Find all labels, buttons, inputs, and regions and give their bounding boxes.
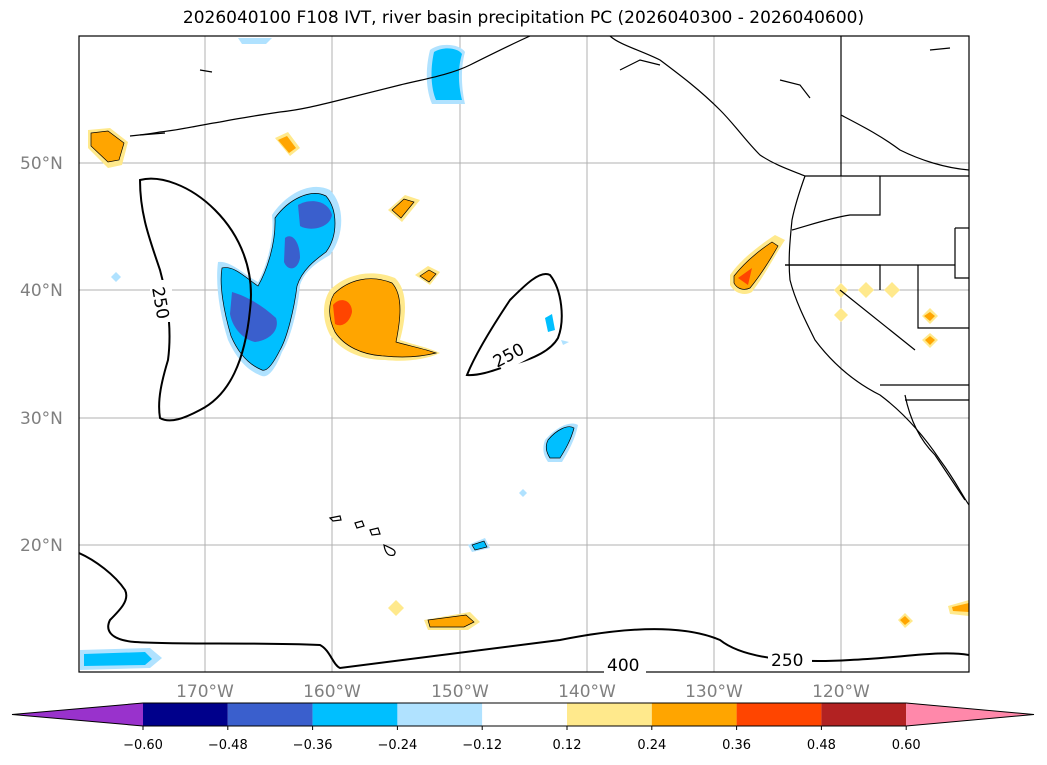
colorbar-segment [482,703,567,726]
colorbar-tick-label: −0.12 [462,738,502,753]
coastlines [129,36,969,557]
colorbar-tick-label: 0.12 [553,738,582,753]
colorbar-tick-label: 0.24 [637,738,666,753]
colorbar-segment [312,703,398,726]
colorbar-segment [143,703,228,726]
ivt-contours [79,177,969,670]
map-area [79,36,969,672]
colorbar: −0.60 −0.48 −0.36 −0.24 −0.12 0.12 0.24 0.36 0.4… [11,702,1035,753]
colorbar-tick-label: −0.48 [208,738,248,753]
contour-label: 250 [771,651,803,671]
colorbar-tick-label: −0.60 [123,738,163,753]
lat-label: 30°N [20,409,63,429]
colorbar-extend-max [906,703,1034,726]
colorbar-segment [397,703,483,726]
longitude-labels: 170°W 160°W 150°W 140°W 130°W 120°W [176,682,870,702]
colorbar-tick-label: −0.24 [377,738,417,753]
lon-label: 170°W [176,682,234,702]
lat-label: 50°N [20,154,63,174]
lon-label: 160°W [303,682,361,702]
lon-label: 120°W [812,682,870,702]
colorbar-tick-label: −0.36 [293,738,333,753]
lon-label: 130°W [685,682,743,702]
colorbar-segment [736,703,822,726]
colorbar-tick-label: 0.48 [807,738,836,753]
lat-label: 20°N [20,536,63,556]
colorbar-segment [651,703,737,726]
map-title: 2026040100 F108 IVT, river basin precipi… [182,8,865,28]
contour-label: 400 [607,656,639,676]
lon-label: 150°W [431,682,489,702]
colorbar-tick-label: 0.60 [892,738,921,753]
colorbar-segment [567,703,652,726]
anomaly-outlines [90,130,779,628]
colorbar-tick-label: 0.36 [722,738,751,753]
lon-label: 140°W [558,682,616,702]
gridlines [79,36,969,672]
latitude-labels: 50°N 40°N 30°N 20°N [20,154,63,556]
lat-label: 40°N [20,281,63,301]
map-frame [78,35,970,673]
colorbar-segment [821,703,907,726]
colorbar-extend-min [12,703,143,726]
positive-anomaly-regions [88,128,969,630]
colorbar-segment [227,703,313,726]
